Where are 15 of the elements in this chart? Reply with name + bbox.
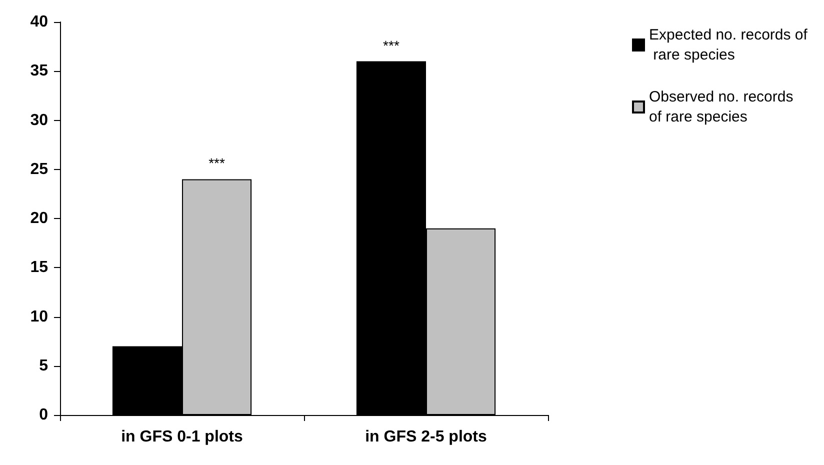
y-tick-label: 15: [30, 259, 48, 276]
y-tick-label: 5: [39, 357, 48, 374]
legend-label: Expected no. records of rare species: [649, 26, 808, 64]
annotation: ***: [208, 155, 226, 172]
annotation: ***: [383, 37, 400, 54]
y-tick-label: 10: [30, 308, 48, 326]
y-tick-label: 25: [30, 160, 48, 178]
y-tick-label: 0: [39, 406, 48, 424]
legend-label: Observed no. records of rare species: [649, 88, 798, 126]
x-tick-label: in GFS 2-5 plots: [365, 428, 487, 446]
y-tick-label: 20: [30, 210, 48, 227]
y-tick-label: 30: [30, 112, 48, 129]
y-tick-label: 35: [30, 62, 48, 80]
x-tick-label: in GFS 0-1 plots: [121, 428, 243, 446]
y-tick-label: 40: [30, 14, 48, 30]
